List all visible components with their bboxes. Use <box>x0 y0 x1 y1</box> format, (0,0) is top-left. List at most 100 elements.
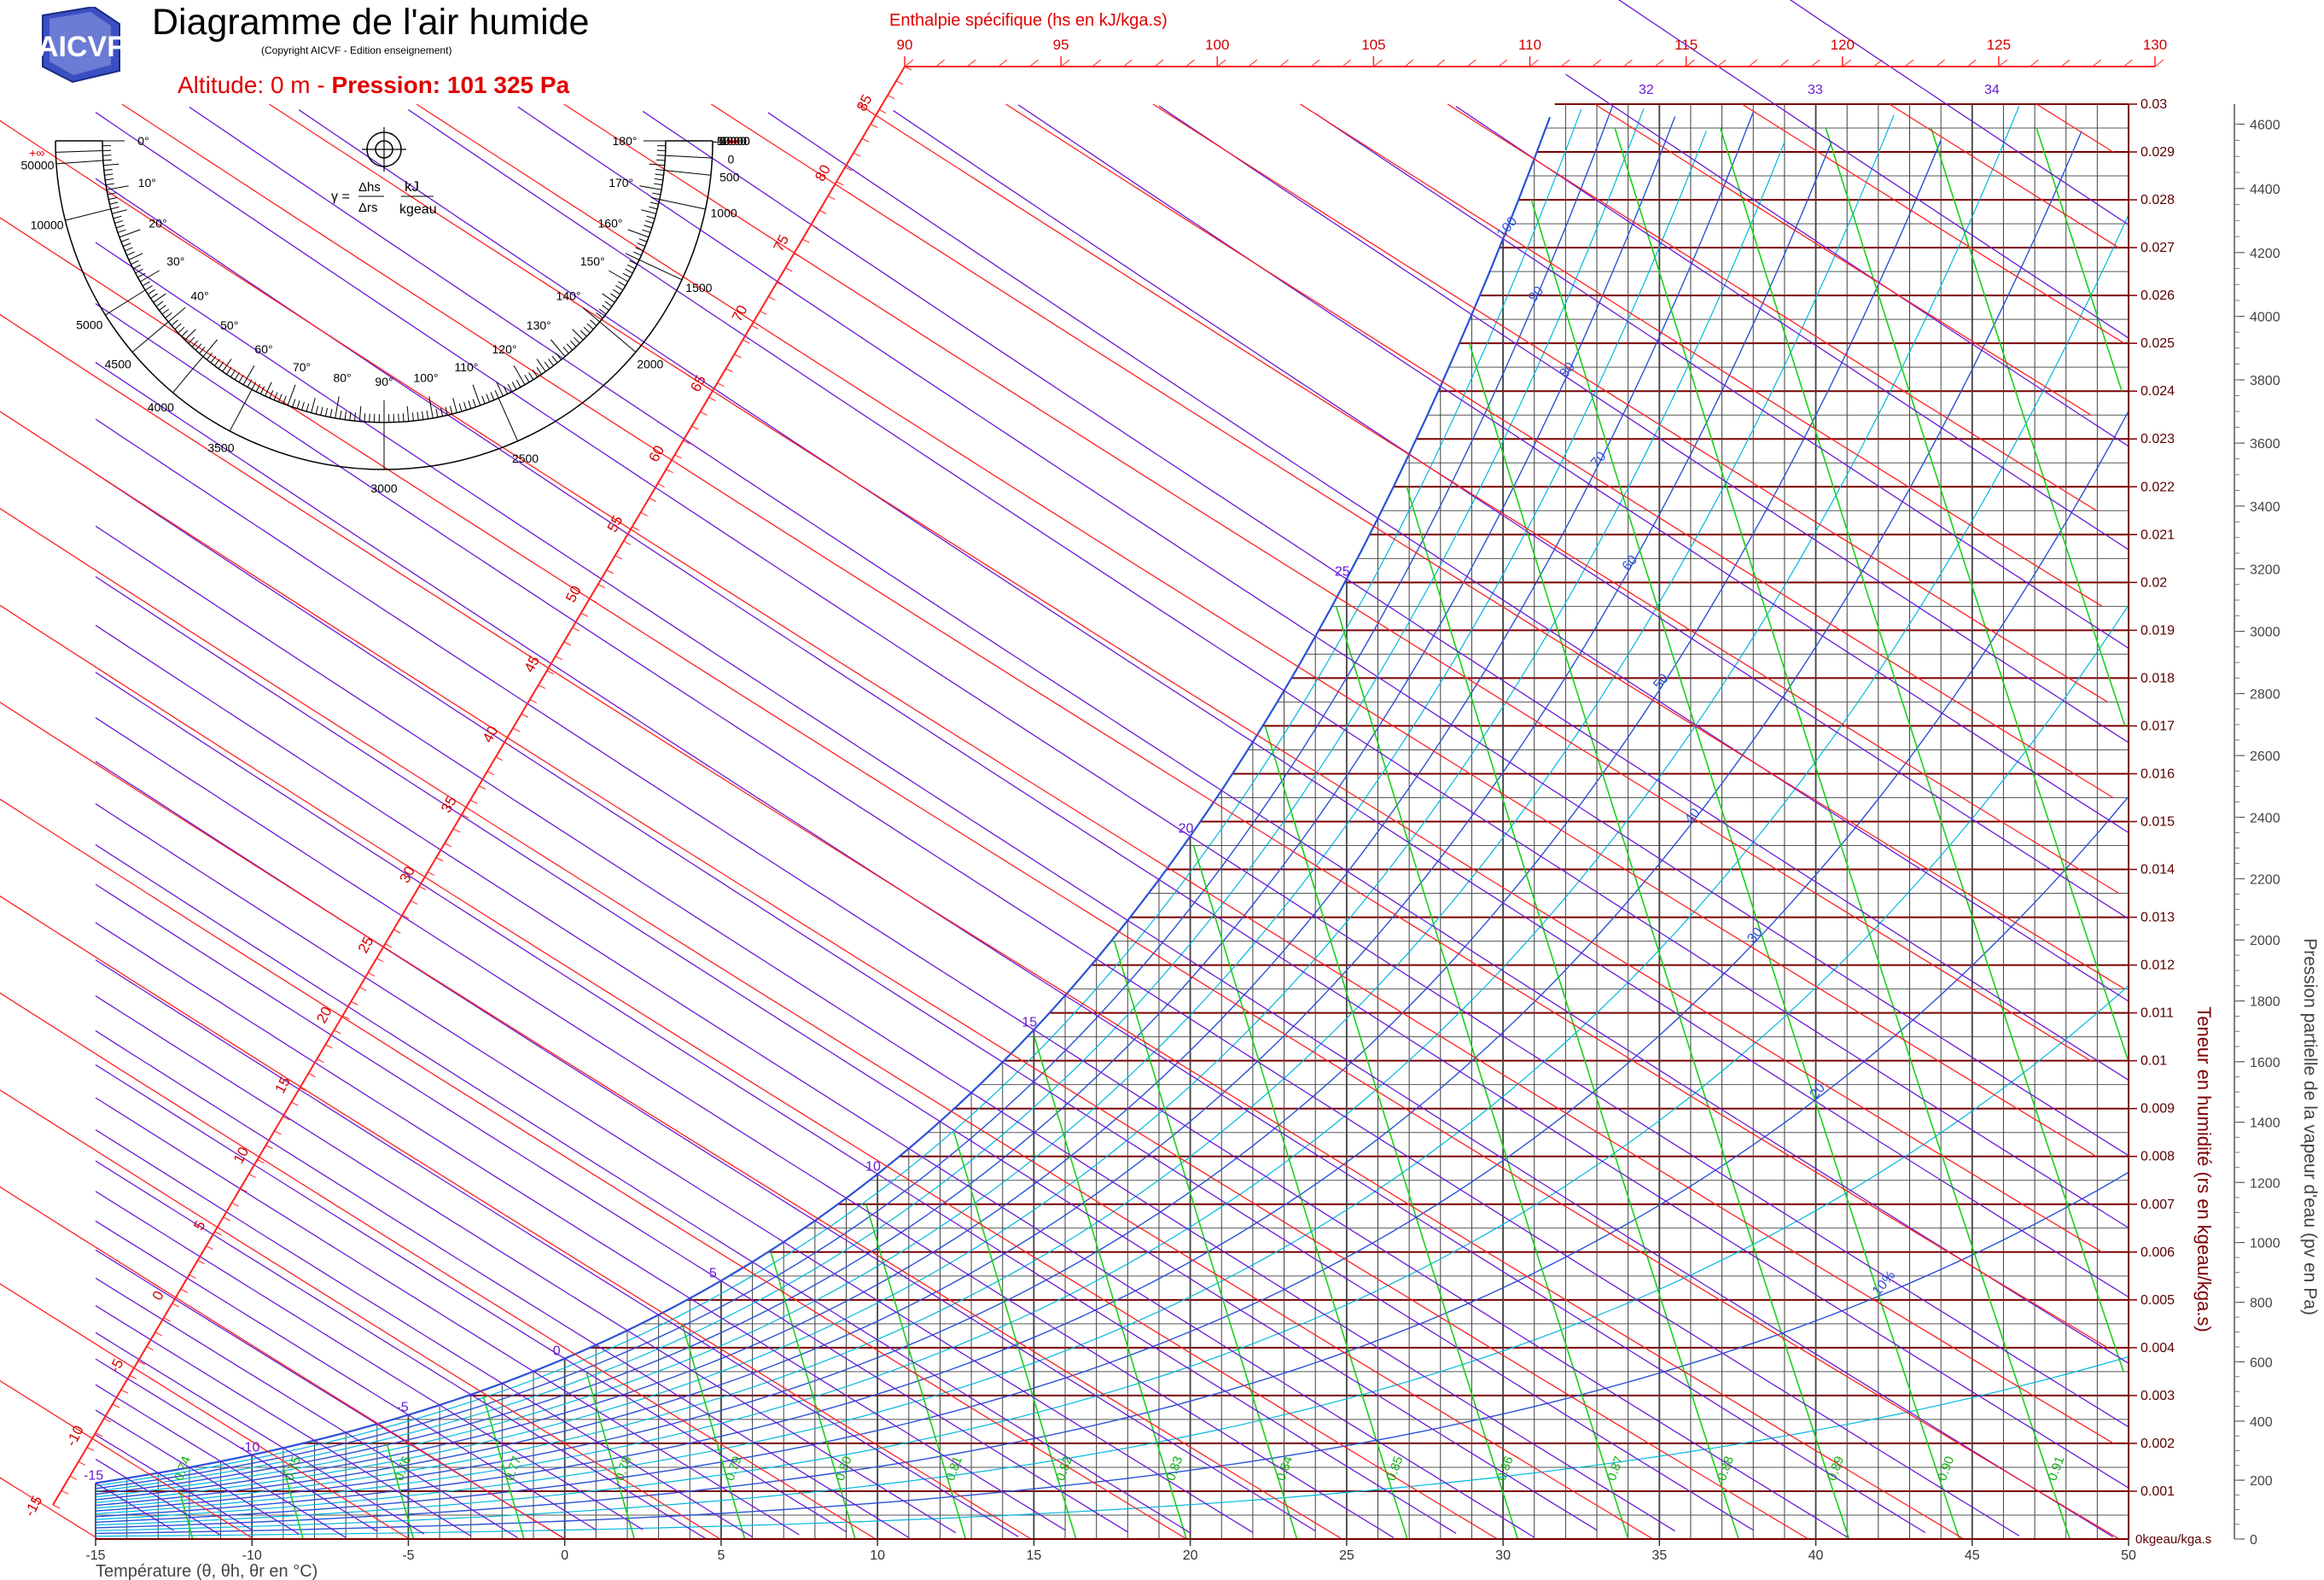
protractor-tick <box>653 183 663 186</box>
enthalpy-top-tick-label: 105 <box>1361 37 1385 53</box>
wet-bulb-top-label: 34 <box>1984 83 2000 97</box>
cyan-curve <box>95 604 2129 1526</box>
volume-label: 0.84 <box>1273 1455 1296 1483</box>
y-tick-label: 0.019 <box>2141 623 2175 638</box>
protractor-tick <box>315 405 319 415</box>
specific-volume-line <box>482 1395 525 1540</box>
wet-bulb-label: 25 <box>1335 564 1350 579</box>
protractor-tick <box>642 229 651 233</box>
enthalpy-diag-minor <box>853 152 861 157</box>
enthalpy-diag-minor <box>265 1145 273 1150</box>
protractor-tick <box>103 168 113 171</box>
enthalpy-diag-minor <box>572 627 580 632</box>
enthalpy-diag-minor <box>410 900 418 905</box>
protractor-tick <box>184 329 196 341</box>
rh-curve <box>95 116 1676 1495</box>
enthalpy-top-minor <box>2154 59 2164 67</box>
enthalpy-top-minor <box>2060 59 2071 67</box>
wet-bulb-line <box>345 1431 519 1538</box>
protractor-tick <box>452 398 457 413</box>
wet-bulb-line-extension <box>95 242 1128 921</box>
protractor-tick <box>137 272 146 278</box>
protractor-value-label: +∞ <box>29 146 44 160</box>
wet-bulb-line <box>1064 994 1926 1534</box>
protractor-tick <box>426 410 429 420</box>
enthalpy-diag-minor <box>649 498 656 502</box>
protractor-tick <box>428 396 434 419</box>
protractor-value-label: -10000 <box>713 134 750 148</box>
wet-bulb-line-extension <box>95 1277 347 1433</box>
wet-bulb-line-extension <box>95 1129 503 1385</box>
wet-bulb-line <box>1565 73 2129 447</box>
enthalpy-line <box>1889 103 2119 248</box>
pressure-tick-label: 3200 <box>2250 563 2280 577</box>
protractor-tick <box>649 201 659 205</box>
protractor-tick <box>449 405 453 415</box>
enthalpy-line <box>0 604 1498 1540</box>
x-tick-label: -5 <box>402 1548 414 1563</box>
enthalpy-diag-minor <box>351 1000 358 1006</box>
enthalpy-top-tick-label: 95 <box>1053 37 1069 53</box>
enthalpy-diag-minor <box>836 181 844 186</box>
rh-label: 10% <box>1870 1268 1899 1298</box>
enthalpy-top-minor <box>2123 59 2133 67</box>
wet-bulb-line-extension <box>95 844 753 1262</box>
y-tick-label: 0.018 <box>2141 671 2175 685</box>
y-tick-label: 0.003 <box>2141 1389 2175 1403</box>
protractor-tick <box>122 242 131 248</box>
enthalpy-diag-minor <box>632 526 639 531</box>
protractor-value-label: -1000 <box>716 134 747 148</box>
volume-label: 0.82 <box>1053 1455 1075 1483</box>
protractor-tick <box>524 375 530 383</box>
rh-curve <box>95 106 1613 1490</box>
specific-volume-line <box>386 1443 415 1540</box>
enthalpy-top-minor <box>2030 59 2039 67</box>
enthalpy-diag-minor <box>384 943 393 948</box>
protractor-tick <box>598 308 607 315</box>
protractor-tick <box>551 355 558 364</box>
specific-volume-line <box>282 1466 304 1540</box>
enthalpy-diag-minor <box>751 324 759 329</box>
pressure-tick-label: 1400 <box>2250 1116 2280 1131</box>
protractor-tick <box>247 379 253 388</box>
wet-bulb-line <box>1034 1029 1848 1538</box>
wet-bulb-line <box>1617 0 2129 339</box>
specific-volume-line <box>1719 127 2124 1373</box>
protractor-tick <box>191 340 199 347</box>
enthalpy-diag-minor <box>137 1361 146 1365</box>
wet-bulb-line-extension <box>893 109 1410 455</box>
enthalpy-diag-minor <box>61 1490 69 1495</box>
enthalpy-diag-tick-label: 40 <box>480 723 502 745</box>
wet-bulb-line <box>1471 313 2129 743</box>
protractor-tick <box>602 293 615 303</box>
wet-bulb-label: -15 <box>84 1468 103 1483</box>
protractor-tick <box>251 382 257 390</box>
specific-volume-line <box>1930 127 2126 726</box>
enthalpy-diag-minor <box>427 872 435 877</box>
enthalpy-top-tick-label: 115 <box>1675 37 1698 53</box>
protractor-tick <box>344 411 347 420</box>
wet-bulb-line <box>1220 790 2129 1364</box>
enthalpy-line <box>0 1089 721 1540</box>
volume-label: 0.76 <box>392 1455 414 1483</box>
enthalpy-line <box>0 507 1654 1540</box>
protractor-tick <box>515 379 521 388</box>
enthalpy-line <box>0 217 2120 1540</box>
protractor-tick <box>335 396 340 419</box>
y-tick-label: 0.014 <box>2141 863 2175 877</box>
enthalpy-top-minor <box>1592 59 1602 67</box>
cyan-curve <box>95 985 2129 1531</box>
enthalpy-diag-minor <box>452 828 461 833</box>
protractor-tick <box>569 340 577 347</box>
enthalpy-diag-minor <box>154 1332 162 1337</box>
wet-bulb-line-extension <box>95 1409 190 1468</box>
protractor-tick <box>159 305 166 311</box>
y-tick-label: 0.004 <box>2141 1341 2175 1356</box>
enthalpy-diag-minor <box>546 670 555 675</box>
protractor-tick <box>131 259 139 265</box>
wet-bulb-line-extension <box>1455 106 1535 160</box>
enthalpy-top-minor <box>1842 59 1852 67</box>
protractor-value-label: -∞ <box>725 134 738 148</box>
protractor-tick <box>206 353 213 360</box>
enthalpy-diag-minor <box>223 1216 230 1221</box>
